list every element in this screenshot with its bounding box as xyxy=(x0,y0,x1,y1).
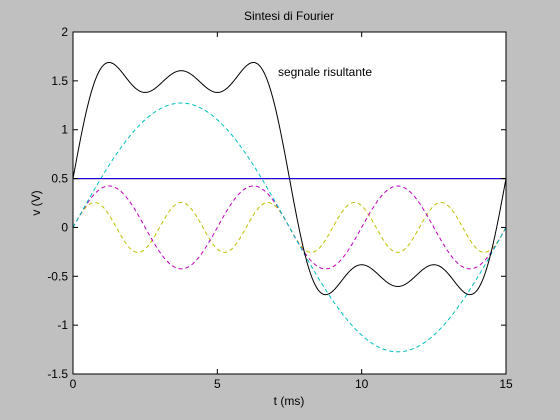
annotation-resultant: segnale risultante xyxy=(278,65,372,79)
x-tick-label: 10 xyxy=(355,377,369,391)
y-tick-label: 2 xyxy=(61,25,68,39)
series-harmonic-1 xyxy=(72,102,507,353)
y-tick-label: 0 xyxy=(61,220,68,234)
plot-frame xyxy=(72,31,507,375)
x-axis-label: t (ms) xyxy=(274,394,305,408)
y-tick-label: -1.5 xyxy=(47,367,68,381)
y-axis-label: v (V) xyxy=(29,190,43,215)
y-tick-label: 1.5 xyxy=(51,74,68,88)
x-tick-label: 0 xyxy=(70,377,77,391)
x-tick-label: 15 xyxy=(499,377,513,391)
x-tick-label: 5 xyxy=(214,377,221,391)
y-tick-label: -1 xyxy=(57,318,68,332)
y-tick-label: -0.5 xyxy=(47,269,68,283)
y-tick-label: 1 xyxy=(61,123,68,137)
axis-ticks: 0 5 10 15 -1.5 -1 -0.5 0 0.5 1 1.5 2 xyxy=(47,25,513,391)
plot-area xyxy=(73,32,506,374)
series-lines xyxy=(72,61,507,353)
chart-title: Sintesi di Fourier xyxy=(244,9,334,23)
series-harmonic-3 xyxy=(72,185,507,270)
y-tick-label: 0.5 xyxy=(51,172,68,186)
